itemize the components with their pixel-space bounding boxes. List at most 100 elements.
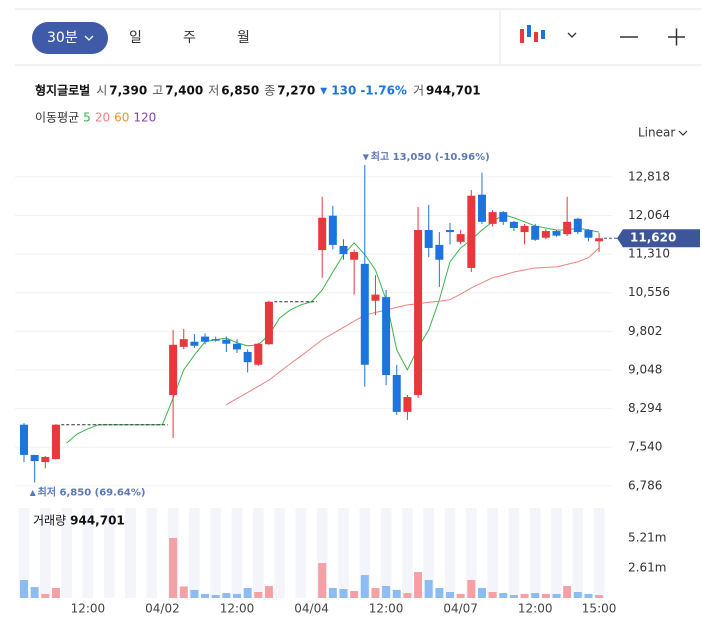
min-annotation: 최저 6,850 (69.64%): [38, 486, 146, 499]
volume-stripe: [359, 508, 371, 598]
interval-active[interactable]: 30분: [47, 30, 78, 46]
x-tick-label: 04/04: [294, 602, 329, 616]
volume-stripe: [402, 508, 413, 598]
volume-bar: [243, 587, 252, 598]
candle-body: [318, 217, 327, 251]
candle-body: [339, 245, 348, 255]
volume-bar: [595, 595, 604, 598]
max-annotation: 최고 13,050 (-10.96%): [371, 150, 490, 163]
candle-body: [169, 344, 178, 395]
candle-body: [30, 454, 39, 462]
volume-bar: [211, 595, 220, 598]
info-label: 고: [152, 84, 163, 98]
chevron: [678, 130, 688, 136]
volume-bar: [403, 593, 412, 598]
chevron[interactable]: [567, 32, 577, 38]
y-tick-label: 12,818: [628, 169, 670, 183]
volume-bar: [552, 593, 561, 598]
volume-stripe: [316, 508, 328, 598]
volume-bar: [360, 575, 369, 598]
volume-stripe: [551, 508, 562, 598]
volume-bar: [51, 587, 60, 598]
y-tick-label: 8,294: [628, 401, 662, 415]
volume-bar: [424, 580, 433, 598]
icon-part: [520, 29, 524, 43]
y-tick-label: 11,310: [628, 247, 670, 261]
interval-button[interactable]: [32, 22, 108, 54]
volume-bar: [456, 593, 465, 598]
volume-stripe: [380, 508, 392, 598]
candle-body: [414, 230, 423, 395]
volume-stripe: [508, 508, 520, 598]
volume-bar: [233, 593, 241, 598]
info-label: 시: [96, 84, 107, 98]
y-tick-label: 12,064: [628, 208, 670, 222]
volume-bar: [499, 593, 508, 598]
volume-bar: [222, 593, 231, 598]
legend-entry: 60: [114, 111, 129, 125]
info-value: 7,400: [165, 84, 203, 98]
x-tick-label: 04/02: [145, 602, 180, 616]
volume-bar: [350, 590, 359, 598]
chart-type-button[interactable]: [520, 25, 545, 43]
candle-body: [499, 212, 508, 222]
volume-bar: [169, 538, 178, 598]
volume-stripe: [529, 508, 541, 598]
volume-bar: [20, 580, 28, 598]
volume-bar: [382, 586, 391, 598]
candle-body: [456, 234, 465, 242]
candle-body: [51, 424, 60, 460]
candle-body: [233, 343, 241, 350]
volume-bar: [414, 572, 423, 598]
volume-bar: [531, 593, 540, 598]
candle-body: [446, 230, 454, 233]
icon-part: [541, 30, 545, 39]
volume-bar: [541, 593, 550, 598]
last-price-box: [617, 229, 700, 248]
candle-body: [424, 230, 433, 248]
volume-bar: [446, 592, 454, 598]
volume-bar: [41, 593, 50, 598]
candle-body: [467, 195, 476, 268]
volume-stripe: [252, 508, 264, 598]
zoom-in[interactable]: [668, 28, 685, 46]
volume-bar: [318, 563, 327, 598]
interval-option[interactable]: 주: [183, 30, 196, 46]
volume-stripe: [274, 508, 285, 598]
ma-line: [226, 247, 600, 406]
ma-title: 이동평균: [35, 111, 79, 125]
volume-stripe: [146, 508, 158, 598]
max-marker: ▼: [363, 152, 370, 161]
volume-tick-label: 2.61m: [628, 560, 666, 574]
interval-option[interactable]: 월: [237, 30, 250, 46]
candle-body: [222, 339, 231, 344]
scale-label[interactable]: Linear: [638, 126, 675, 140]
info-label: 종: [264, 84, 275, 98]
candle-body: [584, 230, 593, 238]
info-value: 944,701: [426, 84, 481, 98]
candle-body: [382, 297, 391, 376]
volume-stripe: [210, 508, 222, 598]
interval-option[interactable]: 일: [129, 30, 142, 46]
info-value: 7,390: [109, 84, 147, 98]
y-tick-label: 9,048: [628, 362, 662, 376]
volume-bar: [339, 589, 348, 598]
candle-body: [403, 397, 412, 412]
candle-body: [41, 456, 50, 463]
candle-body: [531, 225, 540, 240]
candle-body: [350, 252, 359, 260]
candle-body: [190, 341, 199, 346]
volume-tick-label: 5.21m: [628, 530, 666, 544]
volume-title: 거래량: [33, 514, 66, 528]
volume-stripe: [465, 508, 477, 598]
volume-bar: [30, 587, 39, 598]
legend-entry: 120: [133, 111, 156, 125]
volume-stripe: [487, 508, 498, 598]
volume-stripe: [295, 508, 307, 598]
last-price-label: 11,620: [630, 231, 676, 245]
volume-bar: [520, 593, 529, 598]
candle-body: [435, 244, 444, 260]
volume-bar: [467, 580, 476, 598]
candle-body: [552, 231, 561, 236]
info-change-pct: -1.76%: [360, 84, 407, 98]
